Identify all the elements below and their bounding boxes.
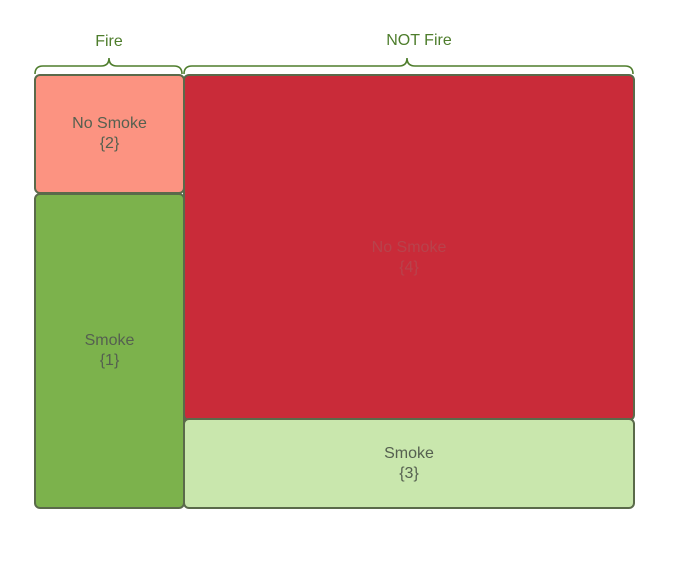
cell-count: {4}: [399, 258, 419, 276]
fire-group-label: Fire: [95, 33, 123, 50]
group-braces: [34, 57, 634, 75]
fire-smoke-cell: Smoke {1}: [34, 193, 185, 509]
cell-label: No Smoke: [371, 238, 447, 256]
not-fire-brace: [183, 57, 634, 75]
not-fire-smoke-cell: Smoke {3}: [183, 418, 635, 509]
cell-count: {3}: [399, 464, 419, 482]
cell-count: {2}: [99, 135, 120, 152]
cell-label: Smoke: [384, 444, 434, 462]
cell-label: No Smoke: [72, 115, 147, 132]
cell-count: {1}: [99, 352, 120, 369]
not-fire-group-label: NOT Fire: [386, 32, 452, 49]
cell-label: Smoke: [84, 332, 135, 349]
fire-no-smoke-cell: No Smoke {2}: [34, 74, 185, 194]
not-fire-no-smoke-cell: No Smoke {4}: [183, 74, 635, 421]
fire-brace: [34, 57, 183, 75]
